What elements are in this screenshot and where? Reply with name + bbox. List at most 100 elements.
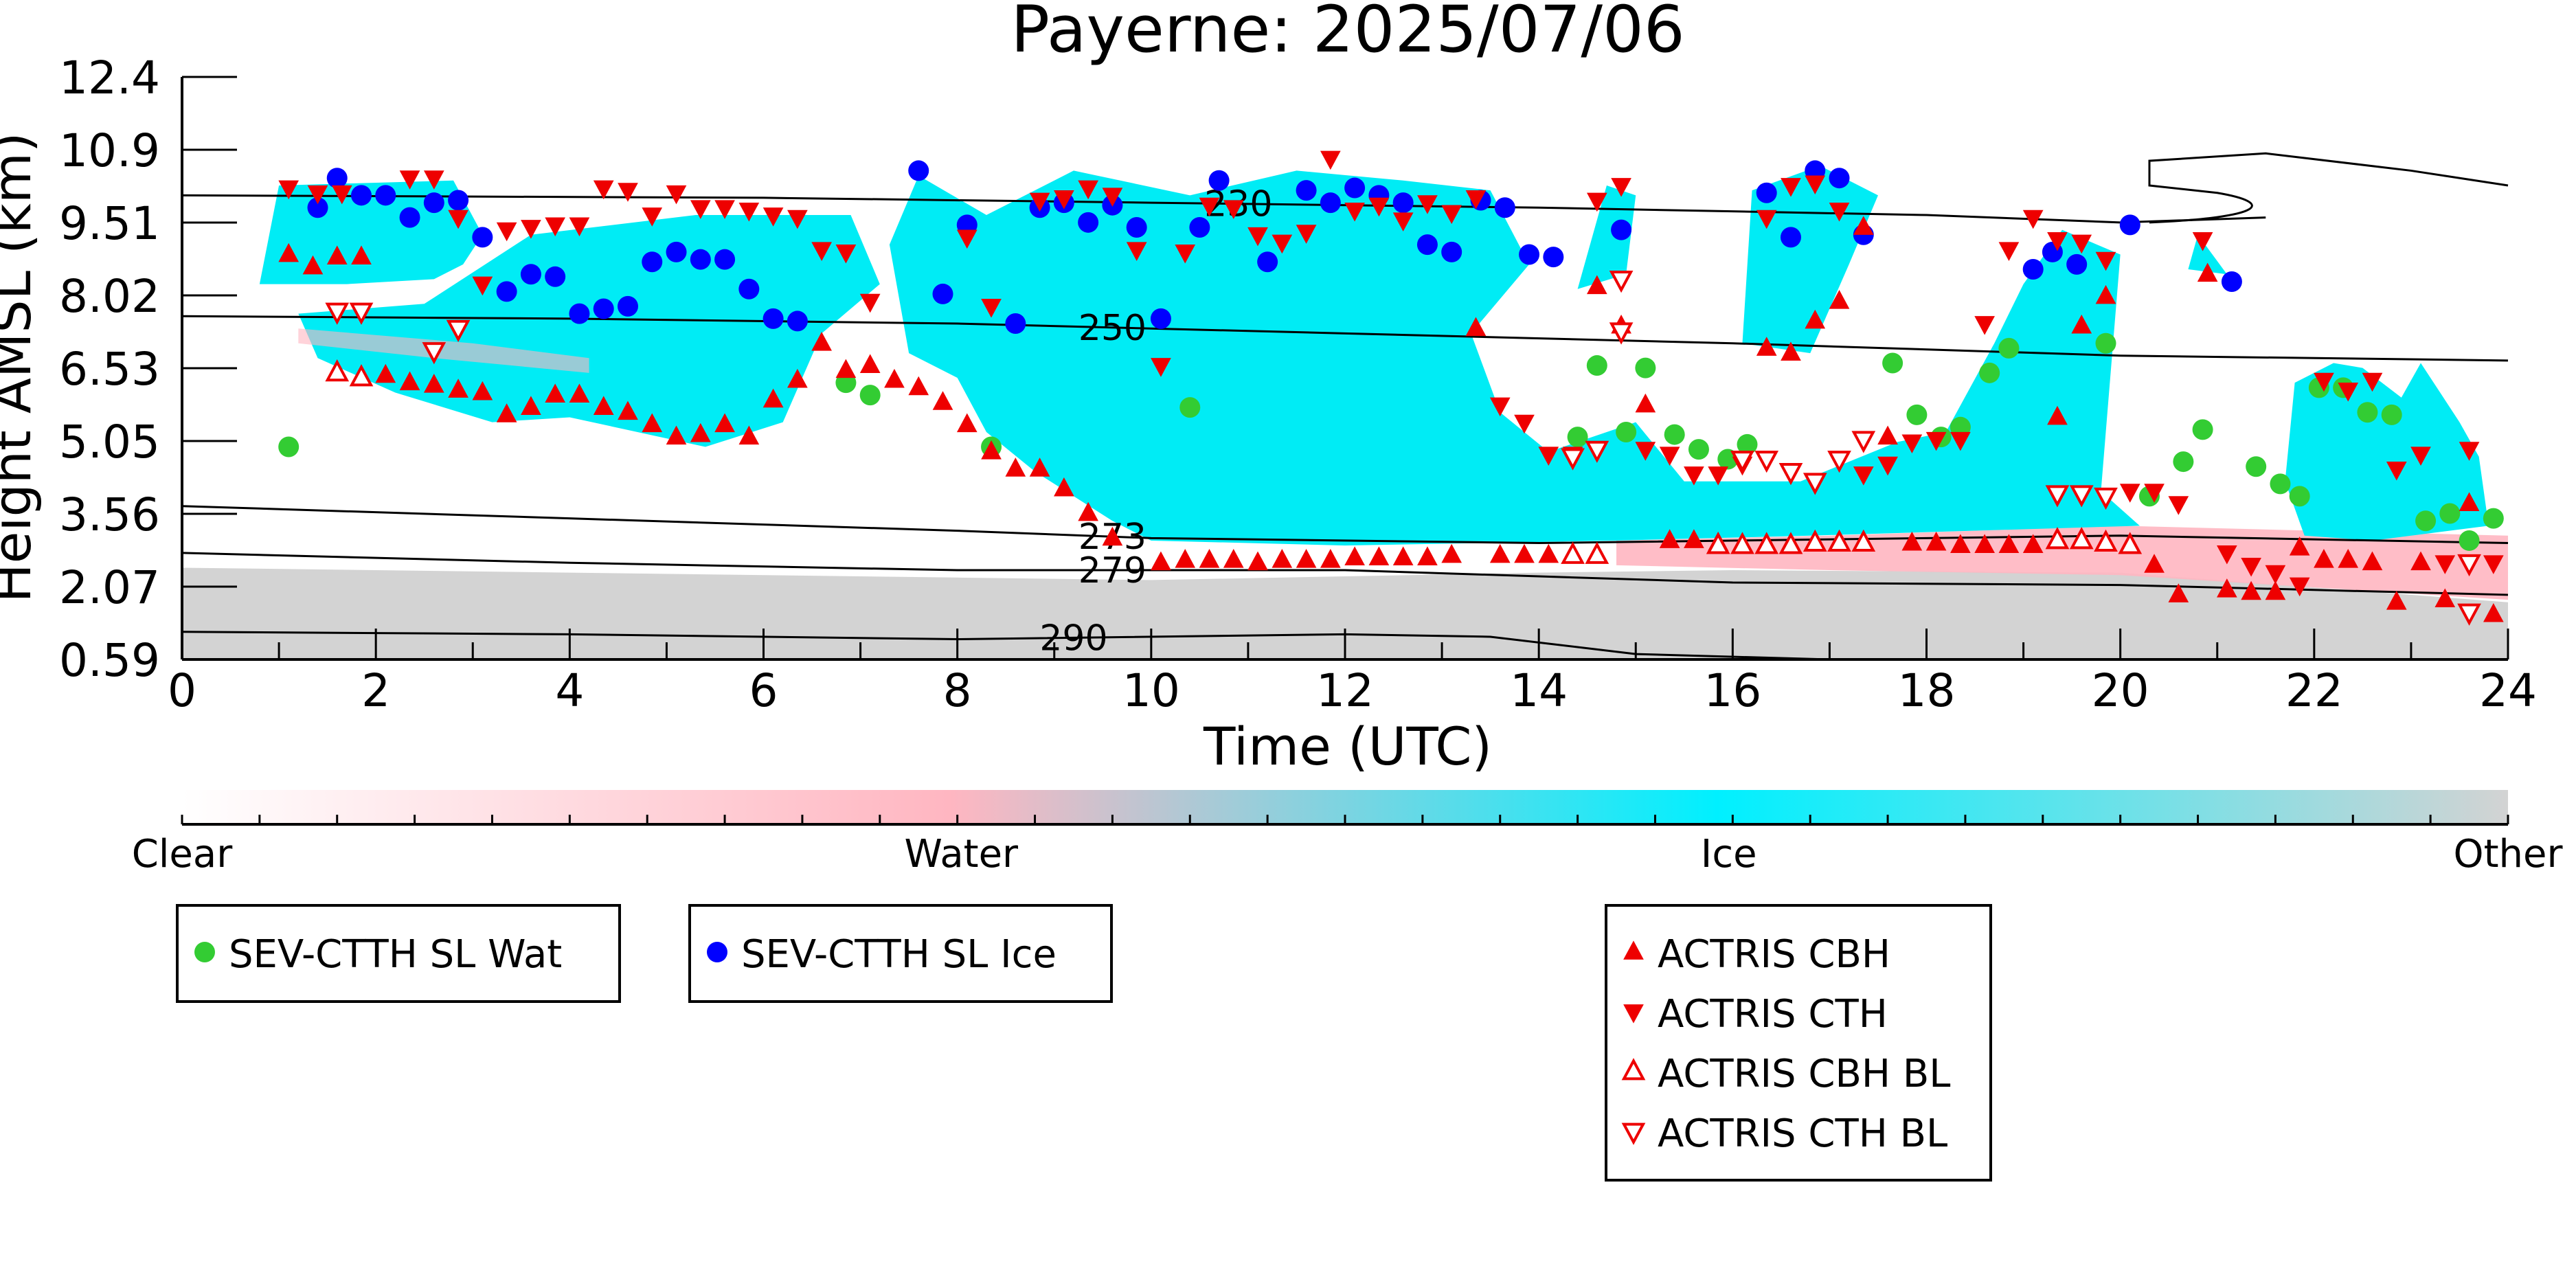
point-s3-19: [787, 210, 808, 229]
x-tick-label: 14: [1510, 664, 1568, 717]
point-s5-13: [1851, 431, 1876, 453]
point-s4-9: [1827, 529, 1851, 552]
point-s1-21: [908, 160, 929, 181]
point-s0-23: [2246, 456, 2267, 477]
point-s3-38: [1344, 202, 1365, 222]
point-s2-17: [690, 422, 711, 442]
point-s2-55: [1635, 393, 1656, 413]
legend-marker: [194, 942, 215, 962]
point-s2-22: [811, 332, 832, 351]
point-s2-76: [2168, 583, 2189, 602]
point-s3-37: [1320, 150, 1341, 170]
point-s2-51: [1538, 543, 1559, 563]
point-s1-53: [2066, 253, 2088, 275]
point-s1-43: [1519, 244, 1540, 265]
point-s3-85: [2483, 555, 2504, 574]
point-s3-61: [1901, 434, 1923, 454]
point-s5-8: [1730, 451, 1754, 473]
point-s4-12: [2069, 527, 2094, 550]
legend-marker: [1621, 1058, 1646, 1081]
point-s5-12: [1827, 451, 1851, 473]
isotherm-label-250: 250: [1078, 308, 1146, 349]
point-s2-4: [375, 363, 396, 383]
point-s3-41: [1417, 195, 1438, 214]
point-s2-83: [2338, 549, 2359, 568]
y-tick-label: 6.53: [59, 343, 160, 396]
point-s4-10: [1851, 529, 1876, 552]
point-s3-63: [1950, 431, 1971, 451]
point-s1-40: [1441, 241, 1462, 262]
point-s3-57: [1805, 175, 1826, 195]
point-s2-20: [762, 388, 784, 408]
point-s1-18: [738, 278, 760, 300]
point-s5-0: [325, 302, 350, 325]
point-s5-6: [1609, 270, 1634, 293]
point-s2-5: [399, 371, 420, 391]
colorbar-label-other: Other: [2453, 832, 2563, 877]
point-s2-80: [2265, 580, 2286, 600]
point-s0-7: [1616, 421, 1637, 442]
point-s2-32: [1054, 477, 1074, 497]
point-s4-6: [1754, 532, 1779, 554]
point-s3-22: [859, 293, 881, 313]
point-s2-33: [1078, 501, 1098, 521]
point-s1-47: [1780, 227, 1801, 248]
point-s0-19: [2095, 332, 2116, 354]
legend-sev: SEV-CTTH SL Wat: [176, 904, 621, 1003]
point-s3-9: [545, 217, 566, 237]
point-s3-56: [1781, 178, 1801, 197]
point-s2-67: [1925, 531, 1947, 551]
point-s1-13: [617, 295, 638, 317]
point-s2-7: [448, 379, 468, 398]
x-tick-label: 4: [555, 664, 584, 717]
point-s3-3: [399, 170, 420, 190]
point-s1-36: [1344, 177, 1366, 199]
point-s3-76: [2265, 565, 2286, 585]
point-s3-27: [1078, 180, 1098, 200]
legend-marker: [707, 942, 727, 962]
point-s1-16: [690, 249, 711, 270]
point-s3-79: [2338, 383, 2359, 402]
point-s2-43: [1344, 546, 1365, 565]
point-s2-44: [1368, 546, 1390, 565]
point-s2-61: [1781, 341, 1801, 361]
point-s3-78: [2314, 372, 2334, 392]
point-s3-68: [2071, 234, 2092, 254]
point-s3-69: [2095, 251, 2116, 271]
point-s0-29: [2381, 404, 2402, 425]
y-tick-label: 2.07: [59, 561, 160, 614]
point-s4-4: [1706, 532, 1730, 554]
point-s0-31: [2439, 503, 2461, 524]
colorbar-label-water: Water: [905, 832, 1019, 877]
point-s3-14: [666, 185, 687, 205]
point-s1-22: [932, 283, 953, 304]
point-s0-12: [1737, 433, 1758, 455]
point-s3-64: [1974, 316, 1995, 335]
x-tick-label: 24: [2479, 664, 2537, 717]
point-s1-27: [1078, 212, 1099, 233]
point-s2-14: [618, 400, 638, 420]
isotherm-label-279: 279: [1078, 550, 1146, 591]
legend-frame: [1605, 904, 1992, 1182]
point-s3-73: [2192, 232, 2213, 251]
point-s2-56: [1659, 529, 1680, 548]
point-s2-68: [1950, 534, 1971, 554]
x-tick-label: 6: [749, 664, 778, 717]
point-s3-60: [1877, 456, 1898, 476]
point-s2-65: [1877, 425, 1898, 445]
point-s3-67: [2047, 232, 2068, 251]
point-s2-40: [1272, 549, 1293, 568]
chart-title: Payerne: 2025/07/06: [1010, 0, 1684, 67]
point-s3-53: [1708, 466, 1729, 486]
point-s2-88: [2459, 492, 2480, 512]
point-s2-75: [2144, 554, 2165, 573]
legend-marker: [1623, 1004, 1644, 1024]
point-s2-84: [2362, 551, 2383, 571]
point-s1-7: [472, 227, 493, 248]
point-s2-82: [2314, 549, 2334, 568]
point-s0-0: [278, 436, 300, 457]
point-s3-11: [593, 180, 614, 200]
point-s3-30: [1151, 358, 1171, 377]
point-s2-78: [2217, 578, 2237, 598]
point-s0-2: [859, 385, 881, 406]
